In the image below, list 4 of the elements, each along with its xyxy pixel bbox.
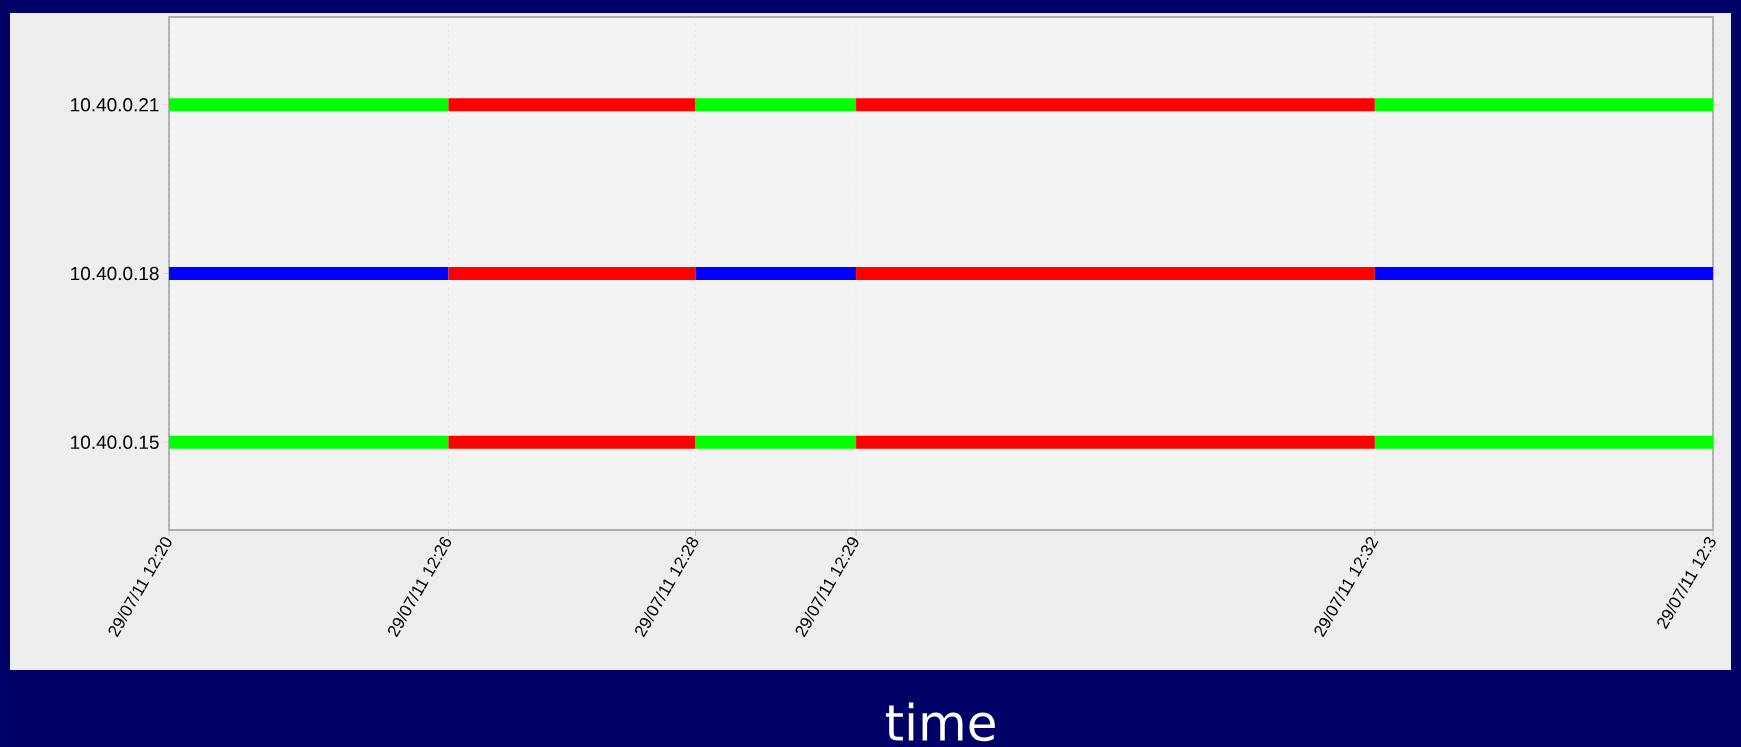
- y-tick-label: 10.40.0.21: [71, 98, 159, 112]
- y-tick-label: 10.40.0.18: [71, 266, 159, 281]
- y-tick-label: 10.40.0.15: [71, 435, 159, 449]
- x-axis-title: time: [885, 702, 995, 742]
